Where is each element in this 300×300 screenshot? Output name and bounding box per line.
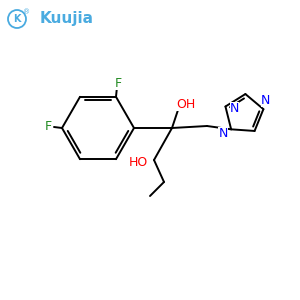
Text: Kuujia: Kuujia <box>40 11 94 26</box>
Text: HO: HO <box>128 155 148 169</box>
Text: ®: ® <box>23 9 31 15</box>
Text: N: N <box>230 102 239 115</box>
Text: F: F <box>114 77 122 90</box>
Text: N: N <box>218 127 228 140</box>
Text: OH: OH <box>176 98 196 110</box>
Text: N: N <box>261 94 270 107</box>
Text: F: F <box>44 121 52 134</box>
Text: K: K <box>13 14 21 24</box>
